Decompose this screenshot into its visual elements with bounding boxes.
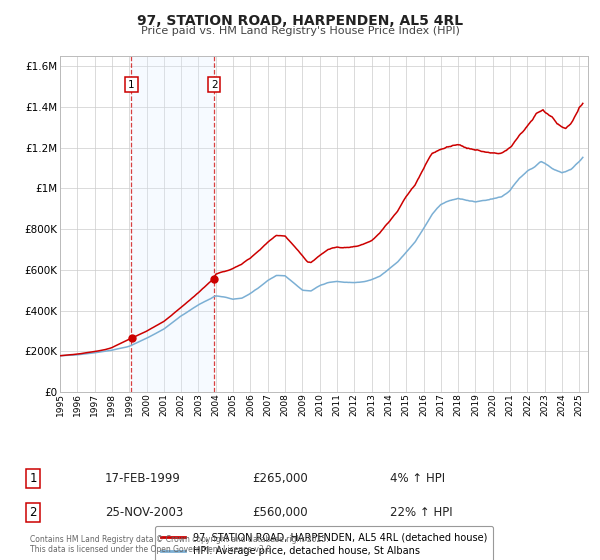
Text: 22% ↑ HPI: 22% ↑ HPI: [390, 506, 452, 519]
Legend: 97, STATION ROAD, HARPENDEN, AL5 4RL (detached house), HPI: Average price, detac: 97, STATION ROAD, HARPENDEN, AL5 4RL (de…: [155, 526, 493, 560]
Text: £560,000: £560,000: [252, 506, 308, 519]
Text: 97, STATION ROAD, HARPENDEN, AL5 4RL: 97, STATION ROAD, HARPENDEN, AL5 4RL: [137, 14, 463, 28]
Text: 25-NOV-2003: 25-NOV-2003: [105, 506, 183, 519]
Text: 4% ↑ HPI: 4% ↑ HPI: [390, 472, 445, 486]
Text: 17-FEB-1999: 17-FEB-1999: [105, 472, 181, 486]
Text: This data is licensed under the Open Government Licence v3.0.: This data is licensed under the Open Gov…: [30, 545, 274, 554]
Text: 1: 1: [29, 472, 37, 486]
Text: 1: 1: [128, 80, 134, 90]
Bar: [131, 56, 214, 392]
Text: Price paid vs. HM Land Registry's House Price Index (HPI): Price paid vs. HM Land Registry's House …: [140, 26, 460, 36]
Text: 2: 2: [211, 80, 217, 90]
Text: £265,000: £265,000: [252, 472, 308, 486]
Text: Contains HM Land Registry data © Crown copyright and database right 2025.: Contains HM Land Registry data © Crown c…: [30, 535, 329, 544]
Text: 2: 2: [29, 506, 37, 519]
